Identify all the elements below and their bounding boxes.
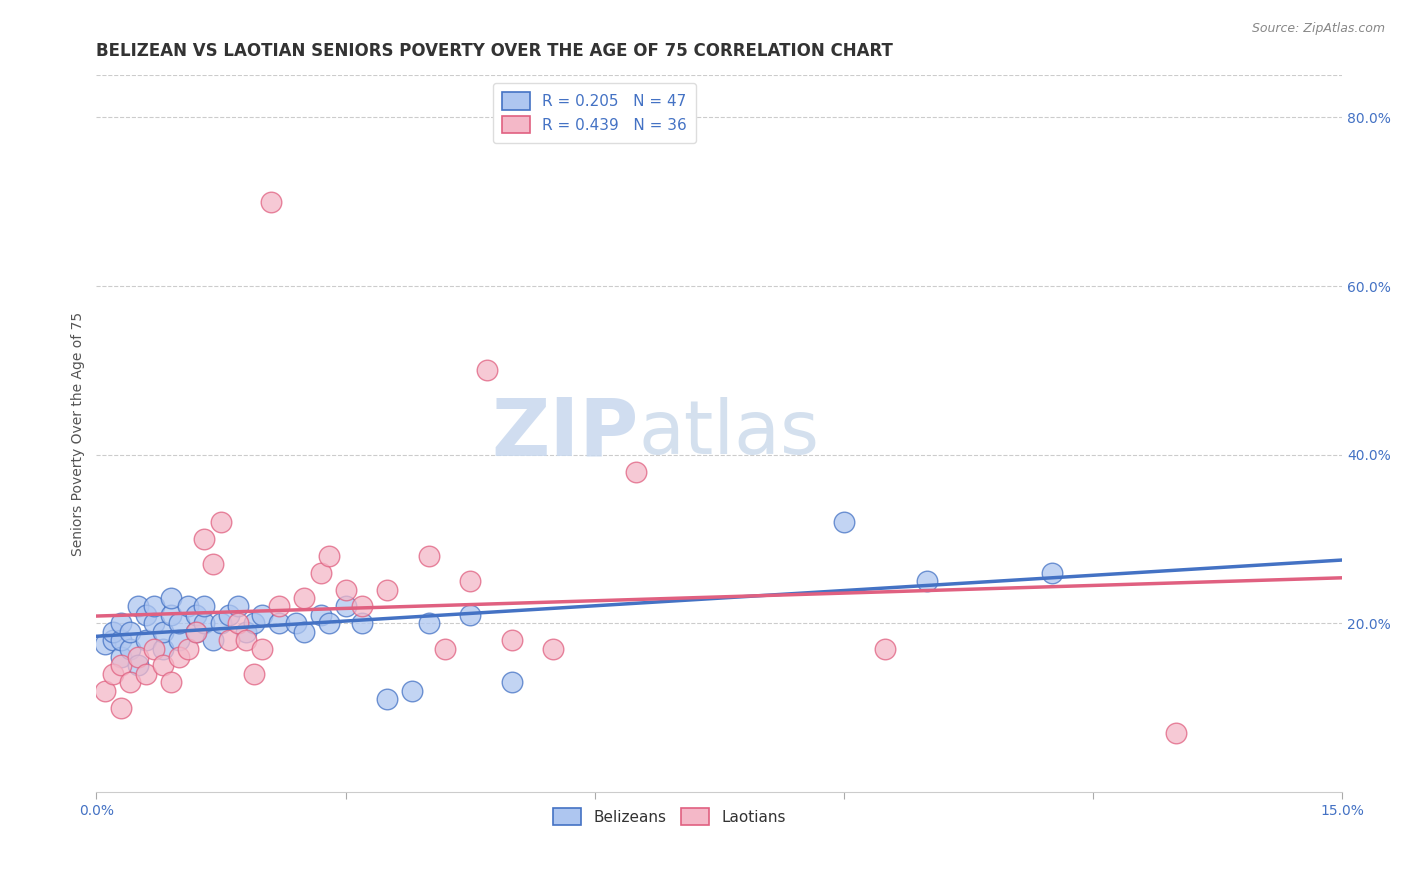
Point [401,683,423,698]
Text: Source: ZipAtlas.com: Source: ZipAtlas.com [1251,22,1385,36]
Point [501,633,523,648]
Point [127,658,149,673]
Point [143,616,166,631]
Point [218,633,240,648]
Point [434,641,457,656]
Point [177,599,200,614]
Point [309,566,332,580]
Point [252,641,274,656]
Point [243,667,266,681]
Point [352,599,374,614]
Point [335,582,357,597]
Point [318,549,340,563]
Point [418,616,440,631]
Point [169,650,191,665]
Point [127,650,149,665]
Point [160,675,183,690]
Point [110,658,132,673]
Point [169,616,191,631]
Point [184,624,207,639]
Point [143,641,166,656]
Point [375,692,398,706]
Point [252,607,274,622]
Point [193,532,215,546]
Point [458,607,481,622]
Point [475,363,498,377]
Point [335,599,357,614]
Point [352,616,374,631]
Text: atlas: atlas [638,397,820,470]
Y-axis label: Seniors Poverty Over the Age of 75: Seniors Poverty Over the Age of 75 [72,311,86,556]
Text: ZIP: ZIP [491,394,638,473]
Point [127,599,149,614]
Point [309,607,332,622]
Point [152,641,174,656]
Point [101,624,124,639]
Point [93,637,115,651]
Point [160,607,183,622]
Point [1166,726,1188,740]
Point [184,607,207,622]
Point [152,658,174,673]
Point [915,574,938,589]
Point [152,624,174,639]
Point [226,616,249,631]
Point [110,633,132,648]
Point [832,515,855,529]
Point [458,574,481,589]
Point [110,616,132,631]
Point [177,641,200,656]
Point [218,607,240,622]
Point [193,616,215,631]
Point [118,624,141,639]
Point [267,616,290,631]
Point [1040,566,1063,580]
Point [184,624,207,639]
Point [626,465,648,479]
Point [135,633,157,648]
Point [201,558,224,572]
Point [143,599,166,614]
Point [135,607,157,622]
Point [418,549,440,563]
Point [260,194,283,209]
Point [118,675,141,690]
Point [101,667,124,681]
Point [209,515,232,529]
Point [110,700,132,714]
Point [118,641,141,656]
Text: BELIZEAN VS LAOTIAN SENIORS POVERTY OVER THE AGE OF 75 CORRELATION CHART: BELIZEAN VS LAOTIAN SENIORS POVERTY OVER… [97,42,893,60]
Point [267,599,290,614]
Point [135,667,157,681]
Point [169,633,191,648]
Point [101,633,124,648]
Point [292,591,315,605]
Point [318,616,340,631]
Point [110,650,132,665]
Point [292,624,315,639]
Point [375,582,398,597]
Point [93,683,115,698]
Point [226,599,249,614]
Point [541,641,564,656]
Point [193,599,215,614]
Point [235,624,257,639]
Point [875,641,897,656]
Point [243,616,266,631]
Point [501,675,523,690]
Point [201,633,224,648]
Point [209,616,232,631]
Point [160,591,183,605]
Legend: Belizeans, Laotians: Belizeans, Laotians [544,798,794,835]
Point [235,633,257,648]
Point [284,616,307,631]
